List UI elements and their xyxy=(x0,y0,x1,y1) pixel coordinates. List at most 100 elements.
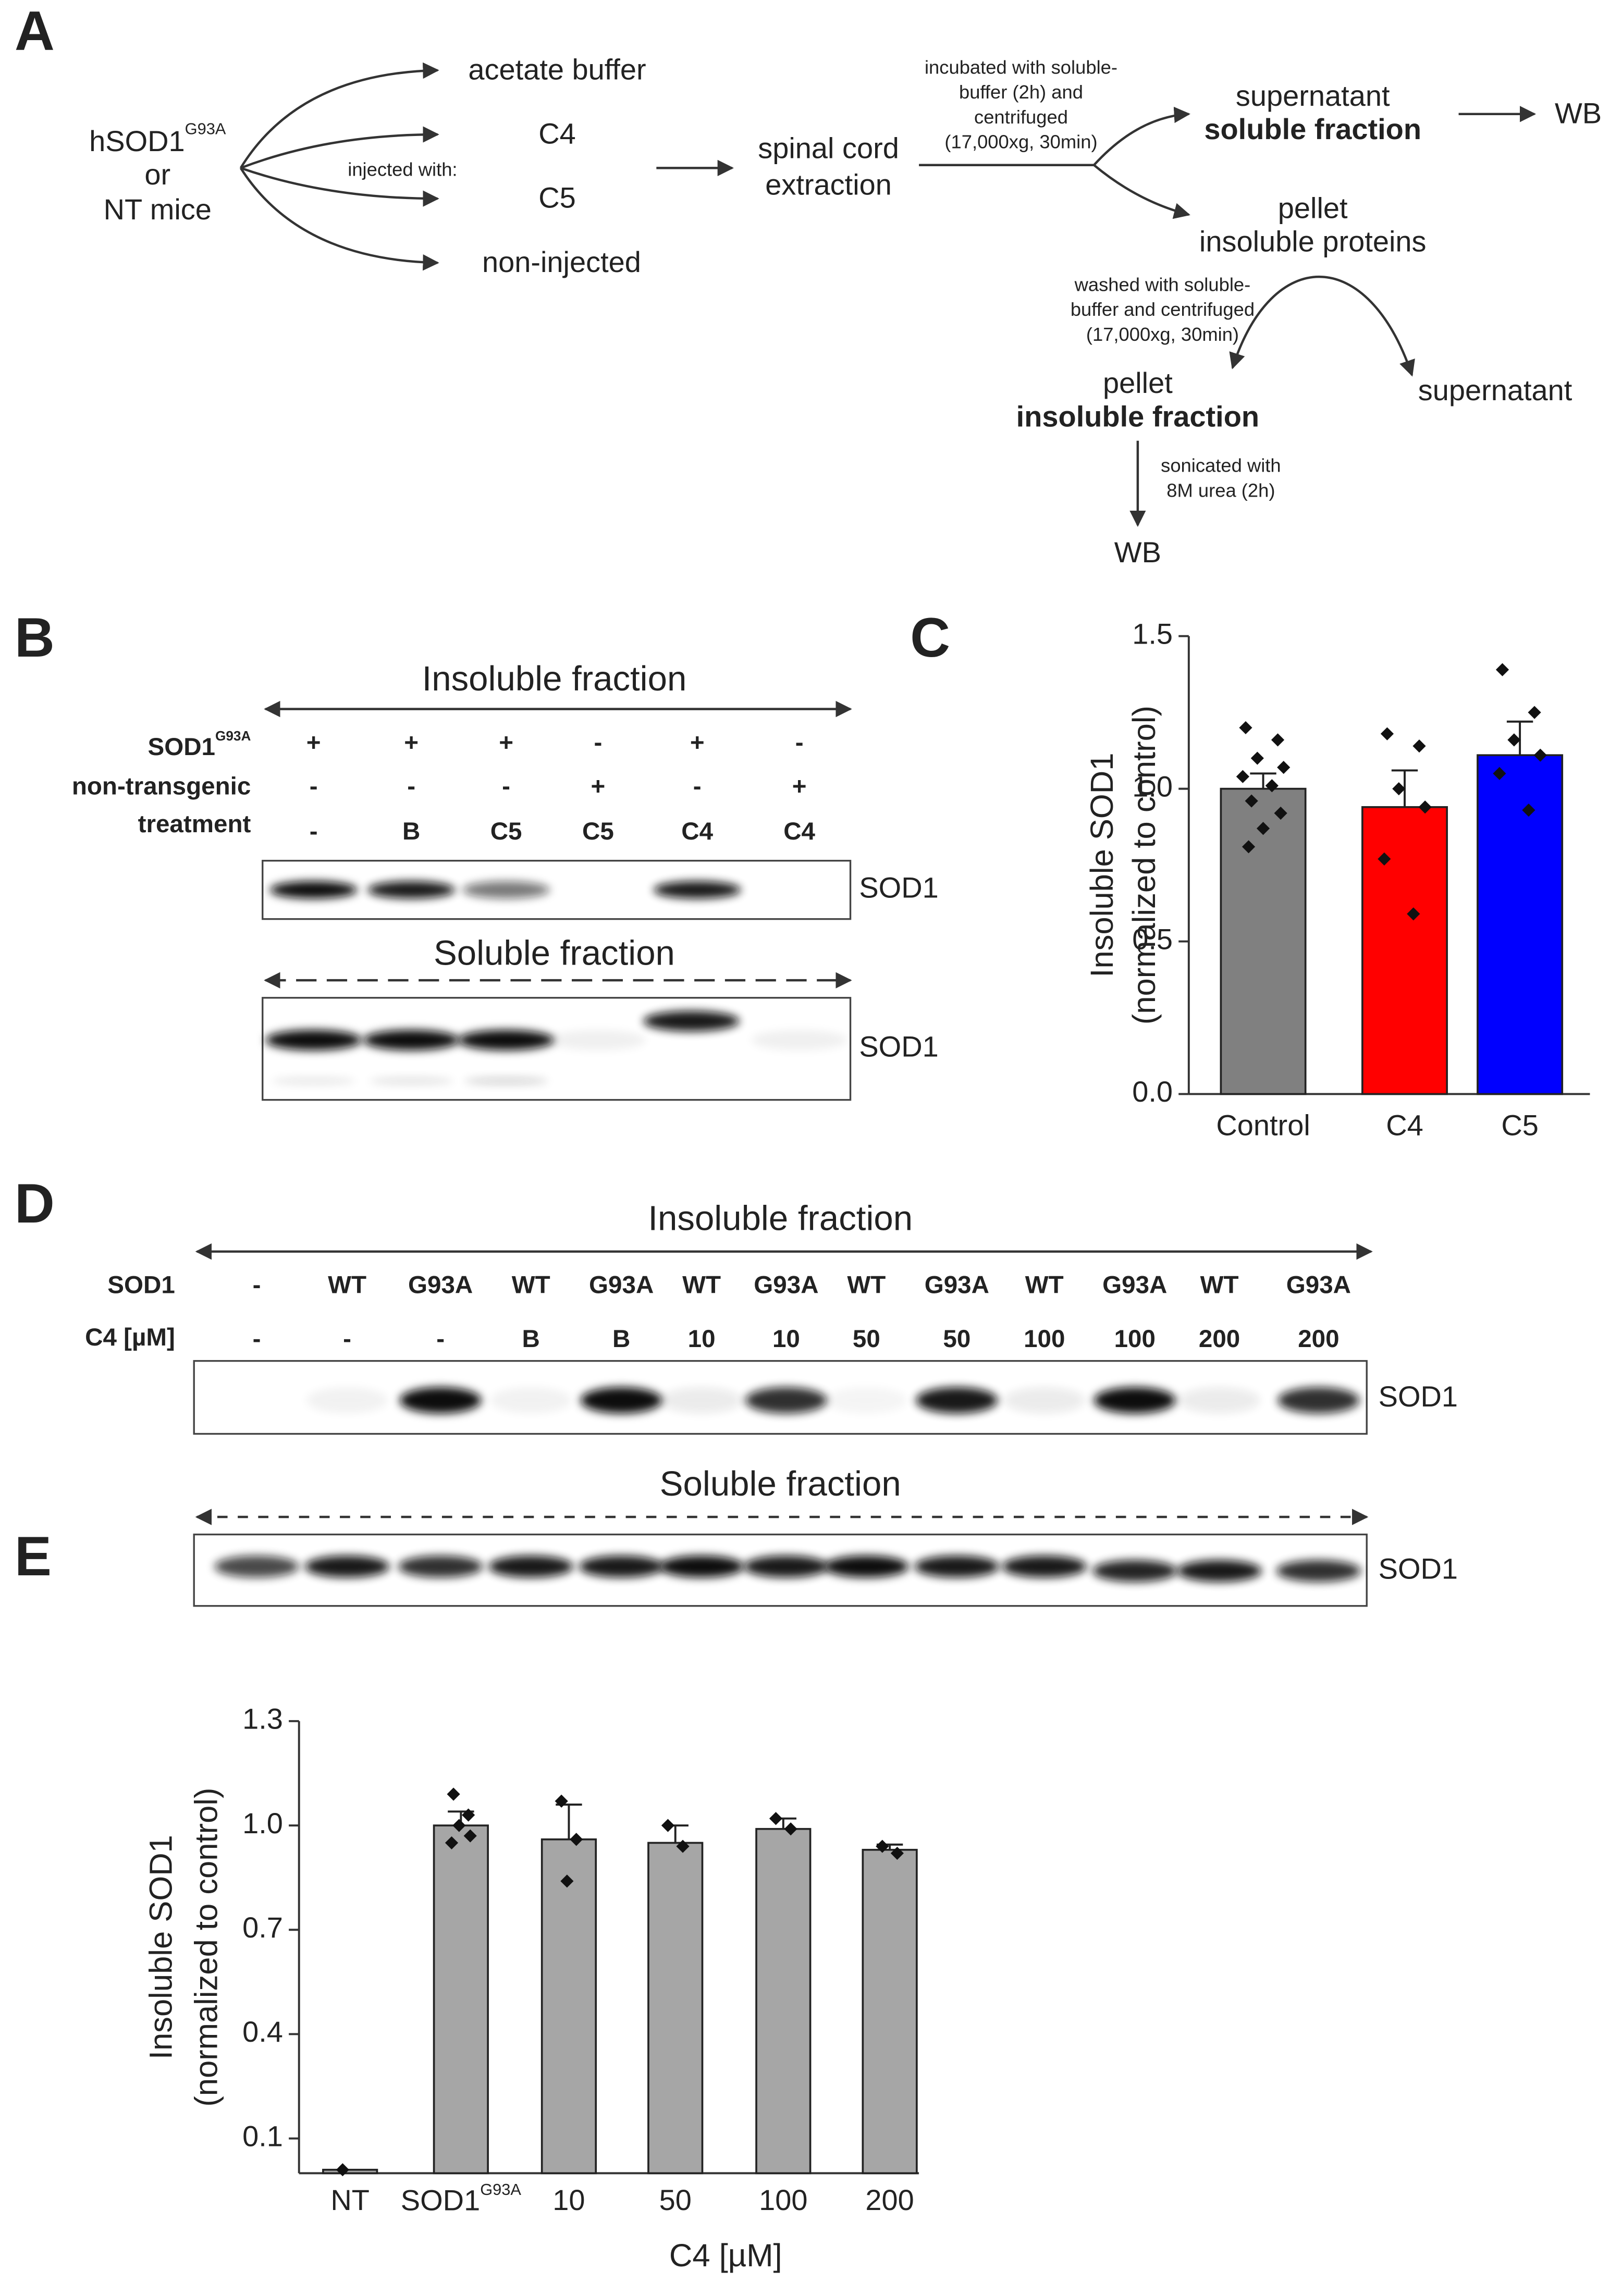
data-point xyxy=(1250,751,1264,765)
bar xyxy=(1477,754,1564,1095)
step-label: insoluble proteins xyxy=(1199,225,1427,258)
arrow xyxy=(1093,106,1190,166)
arrow xyxy=(1229,276,1415,377)
y-tick-label: 0.4 xyxy=(242,2015,283,2048)
source-or: or xyxy=(144,158,170,191)
workflow-diagram: hSOD1G93A or NT mice injected with: acet… xyxy=(89,53,1602,568)
lane-label: 200 xyxy=(1298,1325,1339,1353)
step-label: insoluble fraction xyxy=(1016,400,1259,433)
blot-band xyxy=(1002,1556,1087,1578)
step-label: spinal cord xyxy=(758,132,899,165)
data-point xyxy=(1533,748,1547,762)
y-tick-label: 1.5 xyxy=(1132,617,1173,650)
blot-band xyxy=(369,1077,454,1085)
blot-membrane xyxy=(262,997,852,1101)
lane-label: WT xyxy=(512,1271,550,1299)
x-tick-label: 50 xyxy=(659,2183,692,2216)
error-bar xyxy=(556,1804,582,1840)
data-point xyxy=(676,1840,690,1853)
lane-label: G93A xyxy=(589,1271,654,1299)
arrow xyxy=(1093,164,1190,219)
step-label: supernatant xyxy=(1418,374,1572,406)
lane-label: - xyxy=(594,729,602,756)
bar xyxy=(1220,787,1307,1095)
lane-label: WT xyxy=(847,1271,886,1299)
error-bar xyxy=(1250,772,1276,789)
bar xyxy=(433,1824,489,2175)
note: (17,000xg, 30min) xyxy=(944,131,1097,152)
blot-band xyxy=(1003,1387,1086,1414)
step-label: soluble fraction xyxy=(1204,113,1421,145)
step-label: WB xyxy=(1555,96,1602,129)
lane-label: WT xyxy=(1025,1271,1064,1299)
lane-label: B xyxy=(612,1325,630,1353)
lane-label: B xyxy=(402,818,420,845)
note: injected with: xyxy=(348,159,457,180)
arrow xyxy=(240,126,439,169)
blot-band xyxy=(1093,1387,1176,1414)
lane-label: WT xyxy=(1200,1271,1239,1299)
y-tick-label: 1.0 xyxy=(1132,770,1173,803)
note: incubated with soluble- xyxy=(925,57,1117,78)
lane-label: 200 xyxy=(1199,1325,1240,1353)
blot-band xyxy=(399,1387,482,1414)
lane-label: 100 xyxy=(1114,1325,1156,1353)
lane-label: G93A xyxy=(754,1271,818,1299)
step-label: supernatant xyxy=(1236,79,1390,112)
data-point xyxy=(1522,804,1535,817)
row-label: C4 [µM] xyxy=(85,1324,175,1351)
data-point xyxy=(1493,767,1506,780)
note: sonicated with xyxy=(1161,455,1281,476)
lane-label: - xyxy=(407,772,415,800)
group-label: C5 xyxy=(538,181,576,214)
band-label: SOD1 xyxy=(859,1030,938,1063)
panel-label: C xyxy=(910,607,950,669)
blot-band xyxy=(643,1010,740,1032)
step-label: extraction xyxy=(765,168,892,201)
x-tick-label: Control xyxy=(1216,1109,1310,1142)
blot-band xyxy=(824,1556,909,1578)
blot-band xyxy=(825,1387,907,1414)
lane-label: + xyxy=(591,772,606,800)
step-label: pellet xyxy=(1278,191,1348,224)
band-label: SOD1 xyxy=(859,871,938,904)
panel-label: A xyxy=(15,0,55,62)
lane-label: + xyxy=(792,772,807,800)
lane-label: 10 xyxy=(688,1325,716,1353)
row-label-text: SOD1 xyxy=(148,733,215,761)
lane-label: - xyxy=(253,1325,261,1353)
note: 8M urea (2h) xyxy=(1166,479,1275,501)
lane-label: - xyxy=(253,1271,261,1299)
data-point xyxy=(462,1808,475,1822)
blot-title: Insoluble fraction xyxy=(648,1199,913,1238)
blot-band xyxy=(304,1556,390,1578)
blot-band xyxy=(550,1030,646,1051)
lane-label: B xyxy=(522,1325,539,1353)
blot-band xyxy=(1178,1387,1260,1414)
data-point xyxy=(1265,779,1279,793)
arrow xyxy=(239,167,439,271)
lane-label: G93A xyxy=(408,1271,473,1299)
lane-label: - xyxy=(310,772,318,800)
blot-membrane xyxy=(262,860,852,920)
data-point xyxy=(1495,663,1509,676)
y-tick-label: 1.3 xyxy=(242,1702,283,1735)
y-axis-label: (normalized to control) xyxy=(1126,706,1162,1024)
lane-label: - xyxy=(502,772,510,800)
bar xyxy=(540,1838,597,2175)
blot-band xyxy=(462,881,550,899)
blot-band xyxy=(745,1387,827,1414)
source-sup: G93A xyxy=(185,120,226,138)
panel-label: B xyxy=(15,607,55,669)
lane-label: 100 xyxy=(1024,1325,1065,1353)
y-axis-label: Insoluble SOD1 xyxy=(143,1835,179,2059)
lane-label: + xyxy=(690,729,705,756)
data-point xyxy=(1507,733,1521,747)
data-point xyxy=(570,1833,583,1846)
blot-band xyxy=(1277,1387,1360,1414)
lane-label: C5 xyxy=(582,818,614,845)
blot-title: Soluble fraction xyxy=(660,1464,901,1503)
bar xyxy=(1361,806,1448,1095)
x-tick-label: C5 xyxy=(1501,1109,1539,1142)
